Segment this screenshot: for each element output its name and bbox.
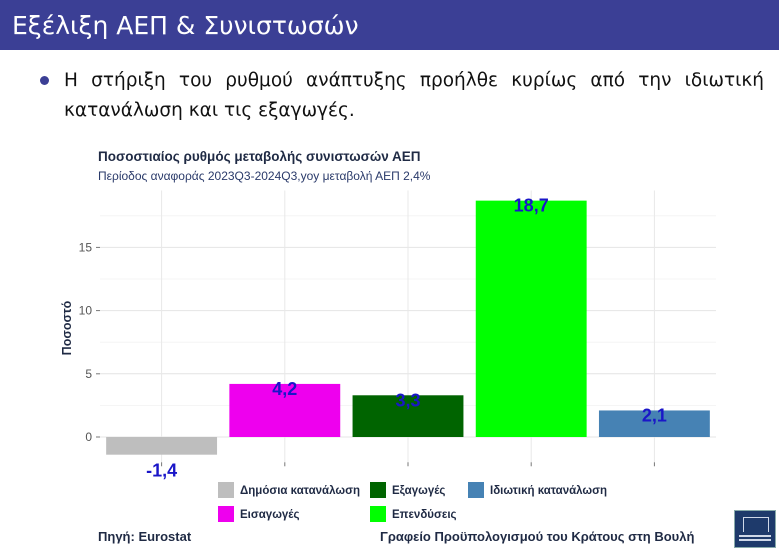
data-label: -1,4 [146,461,177,481]
data-label: 2,1 [642,405,667,425]
bars [106,200,710,455]
data-label: 3,3 [395,390,420,410]
y-tick-label: 15 [79,240,93,254]
legend-label: Εισαγωγές [240,509,299,521]
legend: Δημόσια κατανάλωση Εξαγωγές Ιδιωτική καταν… [218,482,607,522]
y-axis: 0 5 10 15 [79,240,100,444]
data-label: 4,2 [272,379,297,399]
y-tick-label: 0 [85,430,92,444]
legend-label: Επενδύσεις [392,509,457,521]
legend-swatch [218,506,234,522]
bar [475,200,587,437]
legend-label: Εξαγωγές [392,485,445,497]
data-label: 18,7 [514,196,549,216]
y-tick-label: 5 [85,367,92,381]
source-text: Πηγή: Eurostat [98,529,192,544]
legend-swatch [370,506,386,522]
legend-label: Ιδιωτική κατανάλωση [490,485,607,497]
legend-swatch [370,482,386,498]
data-labels: -1,4 4,2 3,3 18,7 2,1 [146,196,667,481]
chart-title: Ποσοστιαίος ρυθμός μεταβολής συνιστωσών … [98,149,421,164]
office-text: Γραφείο Προϋπολογισμού του Κράτους στη Β… [380,529,694,544]
y-axis-label: Ποσοστό [60,300,74,355]
legend-swatch [218,482,234,498]
bar [106,437,218,455]
bar [598,410,710,437]
slide-title: Εξέλιξη ΑΕΠ & Συνιστωσών [12,10,359,40]
legend-swatch [468,482,484,498]
chart-subtitle: Περίοδος αναφοράς 2023Q3-2024Q3,yoy μετα… [98,169,431,183]
bar [229,383,341,437]
slide-title-bar: Εξέλιξη ΑΕΠ & Συνιστωσών [0,0,779,50]
bullet-text: Η στήριξη του ρυθμού ανάπτυξης προήλθε κ… [64,70,764,121]
y-tick-label: 10 [79,304,93,318]
bullet-dot [40,76,49,85]
parliament-logo [734,510,776,548]
bar [352,395,464,437]
legend-label: Δημόσια κατανάλωση [240,485,360,497]
